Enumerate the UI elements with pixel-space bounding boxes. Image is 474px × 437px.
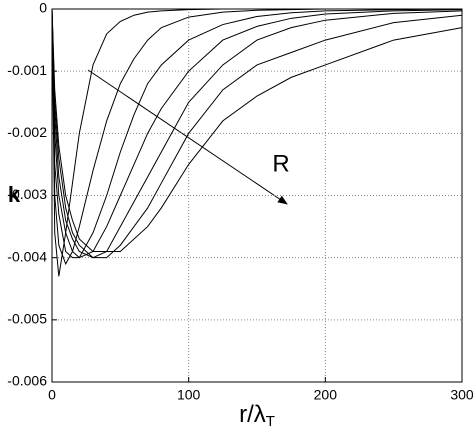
x-tick-label: 200 <box>314 387 338 403</box>
line <box>51 8 463 259</box>
line <box>51 8 463 252</box>
x-axis-label: r/λT <box>239 401 275 430</box>
y-tick-label: -0.002 <box>7 124 47 140</box>
line <box>51 8 462 266</box>
y-tick-label: -0.001 <box>7 62 47 78</box>
y-tick-label: -0.006 <box>7 373 47 389</box>
line <box>51 8 463 259</box>
line <box>51 8 462 277</box>
y-tick-label: -0.005 <box>7 311 47 327</box>
line <box>51 8 463 259</box>
y-tick-label: -0.004 <box>7 248 47 264</box>
x-tick-label: 300 <box>450 387 474 403</box>
x-tick-label: 100 <box>177 387 201 403</box>
x-axis-label-main: r/λ <box>239 401 266 428</box>
x-tick-label: 0 <box>48 387 56 403</box>
line <box>51 8 463 259</box>
direction-arrow <box>87 69 288 205</box>
y-tick-label: 0 <box>39 0 47 16</box>
y-axis-label: k <box>8 182 21 207</box>
annotation: R <box>272 150 289 177</box>
y-tick-label: -0.003 <box>7 186 47 202</box>
x-axis-label-subscript: T <box>266 413 275 430</box>
